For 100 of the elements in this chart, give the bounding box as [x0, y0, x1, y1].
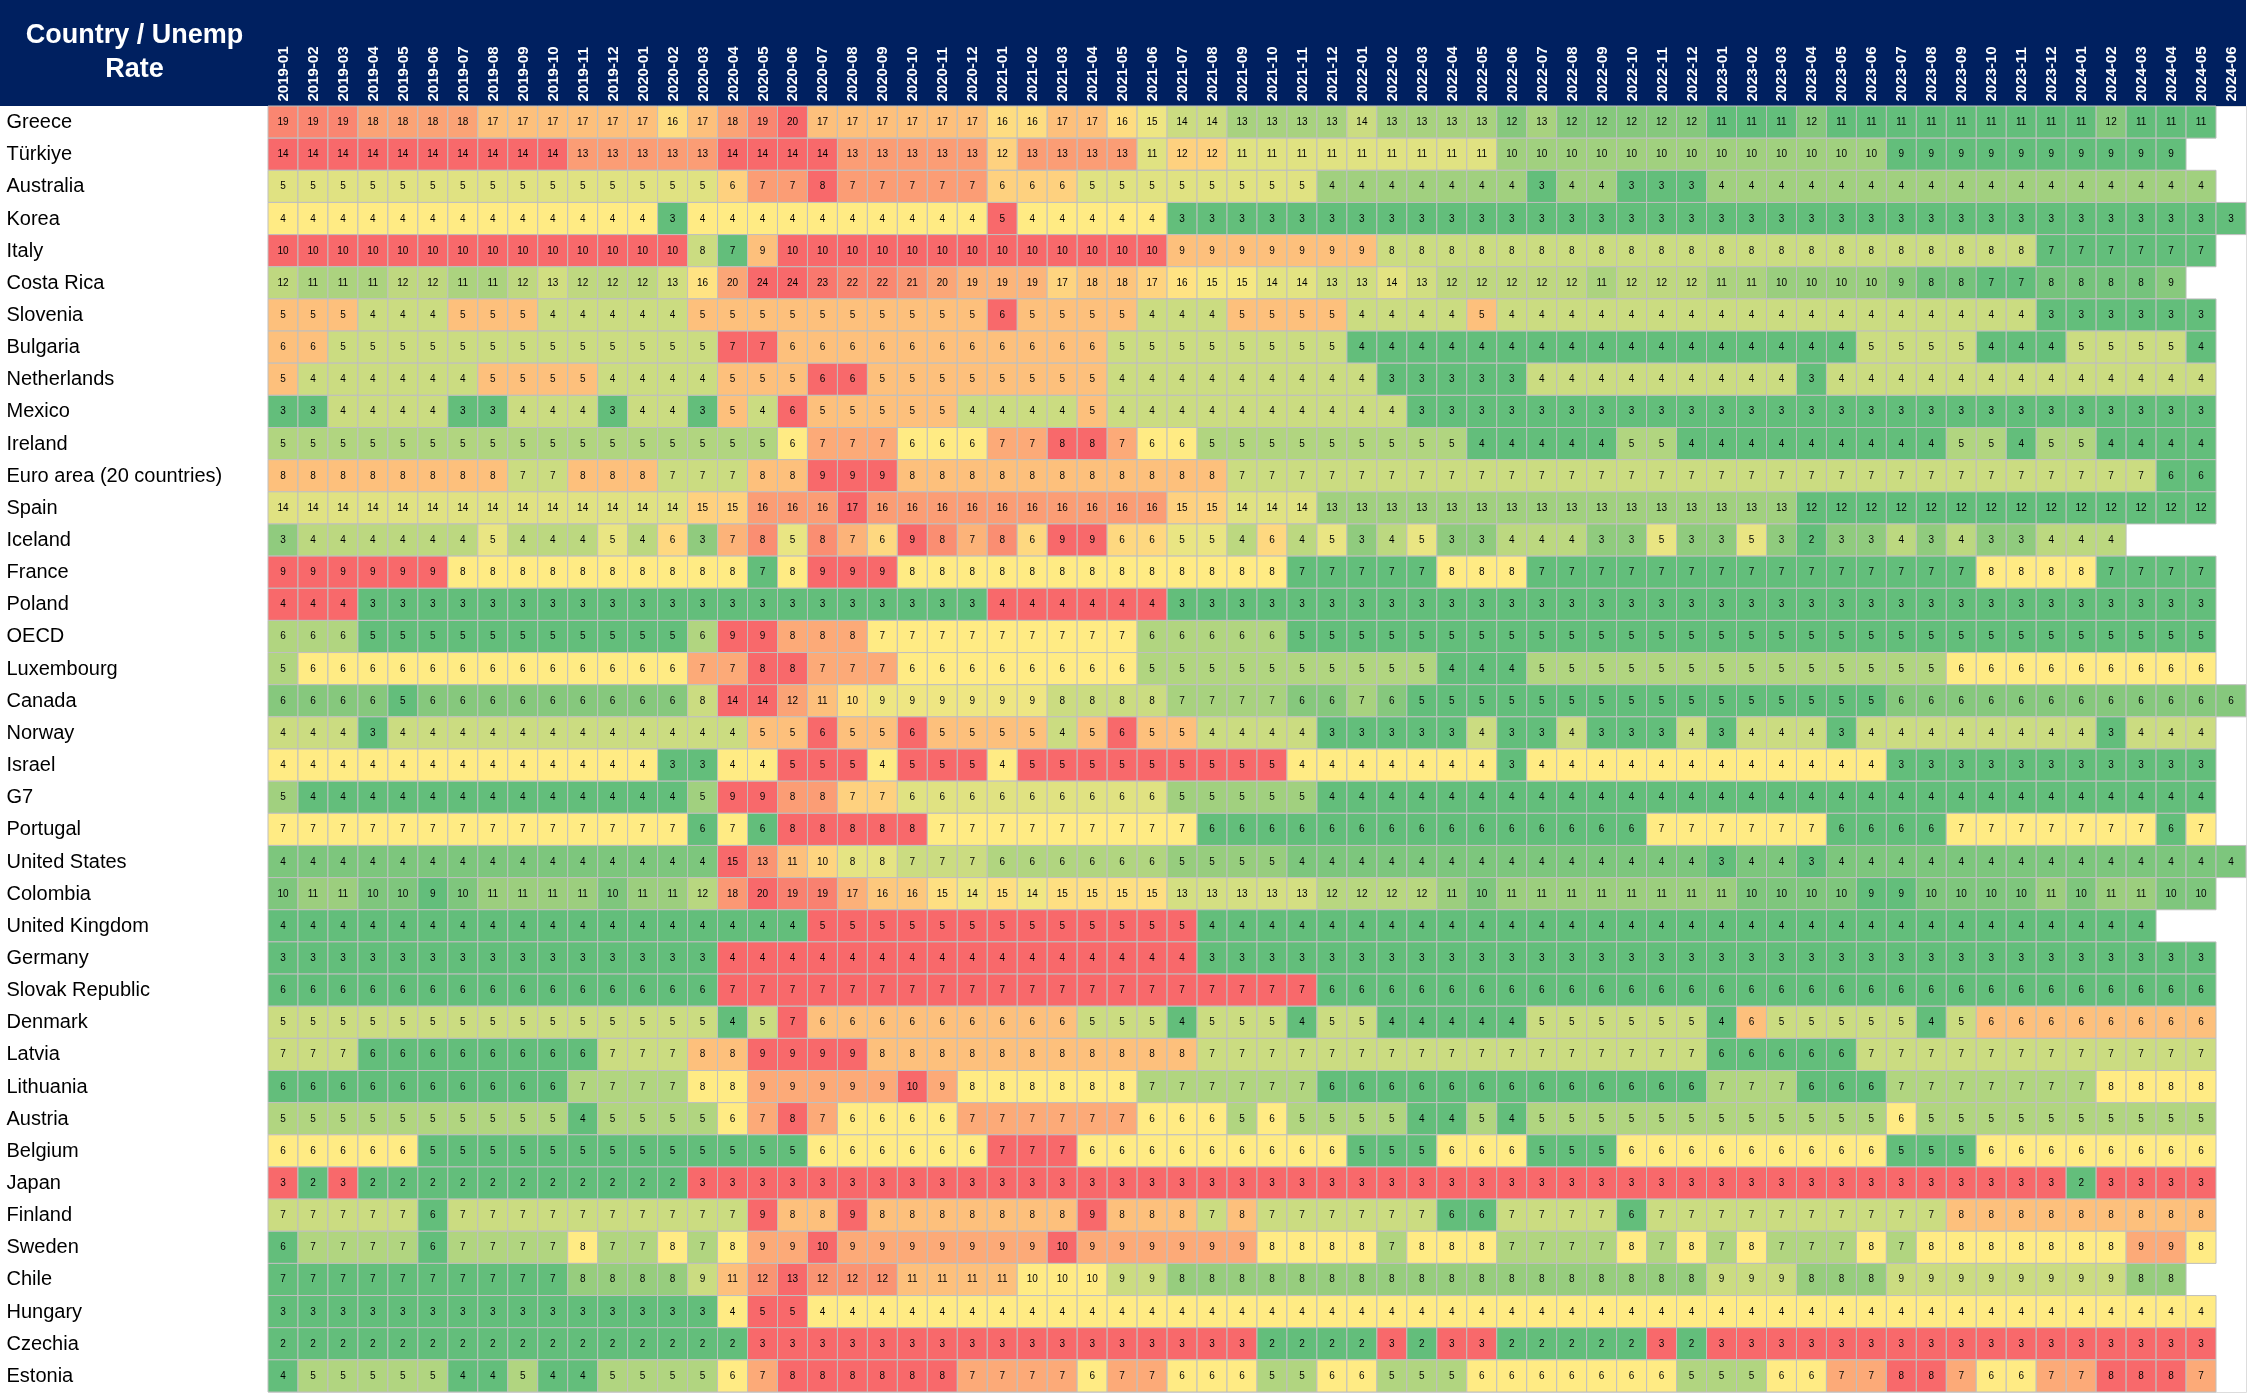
- data-label: 5: [1389, 630, 1396, 642]
- data-label: 13: [1356, 501, 1368, 513]
- data-label: 10: [397, 244, 409, 256]
- data-label: 6: [2168, 1144, 2175, 1156]
- data-label: 3: [400, 1305, 407, 1317]
- data-label: 4: [1179, 308, 1186, 320]
- data-label: 5: [2018, 630, 2025, 642]
- data-label: 5: [699, 791, 706, 803]
- data-label: 3: [1269, 1177, 1276, 1189]
- data-label: 5: [1419, 694, 1426, 706]
- data-label: 10: [906, 244, 919, 256]
- data-label: 6: [1988, 1016, 1995, 1028]
- data-label: 5: [430, 1016, 437, 1028]
- data-label: 7: [969, 1112, 976, 1124]
- data-label: 6: [1598, 984, 1605, 996]
- data-label: 3: [1598, 212, 1605, 224]
- data-label: 5: [2108, 1112, 2115, 1124]
- data-label: 4: [1568, 373, 1575, 385]
- data-label: 5: [370, 630, 377, 642]
- data-label: 3: [1419, 598, 1426, 610]
- data-label: 4: [1658, 855, 1665, 867]
- data-label: 6: [849, 1144, 856, 1156]
- data-label: 9: [2138, 1241, 2145, 1253]
- data-label: 4: [2078, 855, 2085, 867]
- data-label: 7: [789, 180, 796, 192]
- data-label: 5: [579, 373, 586, 385]
- data-label: 3: [1928, 598, 1935, 610]
- data-label: 13: [1326, 276, 1338, 288]
- data-label: 4: [1329, 1305, 1336, 1317]
- data-label: 8: [639, 469, 646, 481]
- data-label: 7: [609, 1241, 616, 1253]
- data-label: 6: [669, 662, 676, 674]
- data-label: 5: [2168, 341, 2175, 353]
- data-label: 3: [1688, 405, 1695, 417]
- data-label: 3: [1239, 598, 1246, 610]
- data-label: 4: [1898, 855, 1905, 867]
- data-label: 5: [1419, 1144, 1426, 1156]
- data-label: 5: [639, 1016, 646, 1028]
- data-label: 6: [1988, 1369, 1995, 1381]
- data-label: 13: [1416, 116, 1428, 128]
- data-label: 14: [367, 501, 379, 513]
- data-label: 7: [609, 1080, 616, 1092]
- data-label: 5: [1269, 1016, 1276, 1028]
- data-label: 3: [759, 598, 766, 610]
- data-label: 8: [1059, 1048, 1066, 1060]
- data-label: 4: [460, 759, 467, 771]
- data-label: 8: [1089, 566, 1096, 578]
- data-label: 7: [519, 823, 526, 835]
- x-tick-label: 2020-05: [753, 46, 771, 102]
- data-label: 5: [1329, 308, 1336, 320]
- data-label: 8: [1838, 244, 1845, 256]
- data-label: 4: [1538, 437, 1545, 449]
- data-label: 4: [1299, 405, 1306, 417]
- data-label: 7: [879, 180, 886, 192]
- data-label: 6: [1628, 1144, 1635, 1156]
- data-label: 4: [310, 212, 317, 224]
- data-label: 6: [849, 341, 856, 353]
- data-label: 8: [939, 1369, 946, 1381]
- data-label: 5: [489, 437, 496, 449]
- x-tick-label: 2019-07: [453, 46, 471, 102]
- data-label: 4: [1868, 308, 1875, 320]
- data-label: 3: [1808, 212, 1815, 224]
- data-label: 7: [1329, 469, 1336, 481]
- data-label: 7: [939, 180, 946, 192]
- data-label: 4: [1898, 180, 1905, 192]
- data-label: 13: [697, 148, 709, 160]
- data-label: 4: [579, 791, 586, 803]
- data-label: 12: [1895, 501, 1908, 513]
- data-label: 6: [400, 1144, 407, 1156]
- data-label: 5: [1179, 534, 1186, 546]
- data-label: 6: [1119, 855, 1126, 867]
- y-tick-label: Portugal: [6, 817, 81, 840]
- data-label: 4: [1928, 180, 1935, 192]
- data-label: 9: [2048, 148, 2055, 160]
- data-label: 7: [489, 1273, 496, 1285]
- data-label: 4: [370, 759, 377, 771]
- data-label: 6: [340, 1080, 347, 1092]
- data-label: 2: [1329, 1337, 1336, 1349]
- data-label: 10: [547, 244, 559, 256]
- data-label: 15: [1056, 887, 1069, 899]
- data-label: 8: [2018, 1241, 2025, 1253]
- data-label: 3: [430, 1305, 437, 1317]
- x-tick-label: 2022-07: [1532, 46, 1550, 102]
- data-label: 3: [1419, 951, 1426, 963]
- data-label: 9: [1209, 1241, 1216, 1253]
- data-label: 6: [699, 823, 706, 835]
- data-label: 3: [1449, 212, 1456, 224]
- data-label: 6: [1419, 1080, 1426, 1092]
- data-label: 13: [1386, 116, 1398, 128]
- data-label: 5: [1658, 437, 1665, 449]
- data-label: 5: [1538, 1144, 1545, 1156]
- data-label: 8: [1119, 1209, 1126, 1221]
- data-label: 12: [1326, 887, 1338, 899]
- data-label: 7: [2048, 1080, 2055, 1092]
- data-label: 4: [2108, 919, 2115, 931]
- data-label: 3: [1508, 726, 1515, 738]
- data-label: 5: [1389, 1369, 1396, 1381]
- data-label: 4: [1778, 855, 1785, 867]
- data-label: 4: [2078, 791, 2085, 803]
- data-label: 8: [1029, 1080, 1036, 1092]
